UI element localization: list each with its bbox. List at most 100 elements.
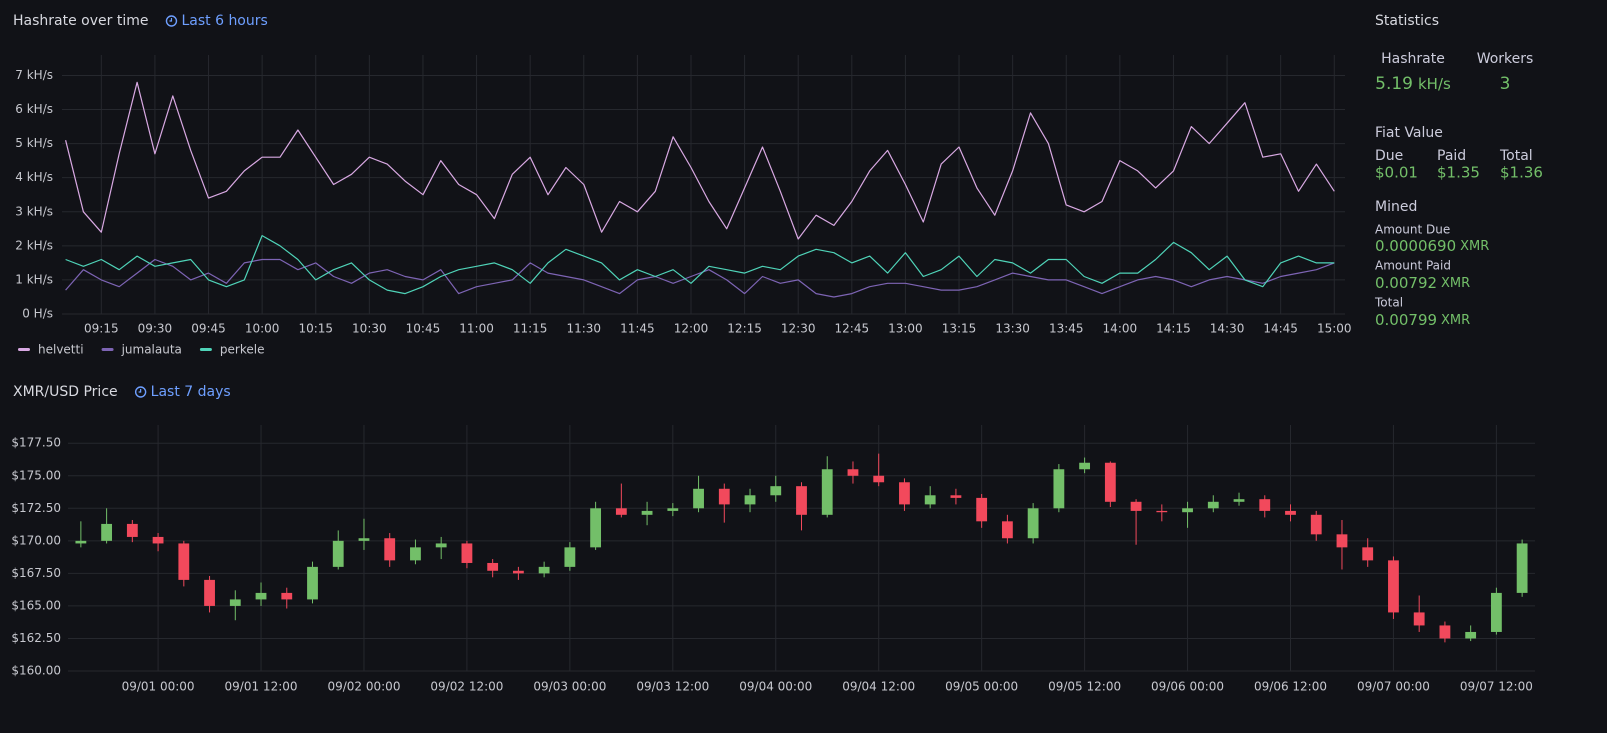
x-tick-label: 12:30: [781, 322, 816, 336]
y-tick-label: $165.00: [11, 598, 61, 612]
candle-body: [281, 592, 293, 600]
candle-body: [1413, 612, 1425, 626]
mined-value: 0.0000690: [1375, 237, 1456, 255]
mined-unit: XMR: [1460, 239, 1489, 254]
x-tick-label: 10:15: [298, 322, 333, 336]
hashrate-unit: kH/s: [1418, 75, 1451, 93]
legend-label[interactable]: perkele: [220, 343, 265, 357]
candle-body: [229, 599, 241, 606]
candle-body: [641, 510, 653, 515]
x-tick-label: 13:00: [888, 322, 923, 336]
x-tick-label: 10:45: [406, 322, 441, 336]
x-tick-label: 09/06 12:00: [1254, 680, 1327, 694]
candle-body: [152, 536, 164, 544]
candle-body: [899, 482, 910, 505]
panel-title: Hashrate over time: [13, 13, 148, 29]
legend-swatch: [199, 348, 212, 351]
candle-body: [435, 543, 447, 548]
candle-body: [1259, 499, 1271, 511]
candle-body: [1233, 499, 1245, 502]
mined-value: 0.00792: [1375, 274, 1437, 292]
series-line: [65, 81, 1335, 240]
legend-label[interactable]: helvetti: [38, 343, 84, 357]
candle-body: [410, 547, 421, 561]
y-tick-label: 6 kH/s: [15, 102, 53, 116]
candle-body: [1516, 543, 1528, 593]
workers-label: Workers: [1477, 51, 1534, 67]
y-tick-label: $175.00: [11, 468, 61, 482]
candle-body: [615, 508, 627, 515]
time-range[interactable]: Last 6 hours: [181, 13, 267, 29]
workers-value: 3: [1500, 74, 1511, 94]
y-tick-label: 7 kH/s: [15, 68, 53, 82]
x-tick-label: 15:00: [1317, 322, 1352, 336]
x-tick-label: 09/03 00:00: [533, 680, 606, 694]
candle-body: [847, 469, 859, 476]
time-range[interactable]: Last 7 days: [151, 384, 231, 400]
y-tick-label: 2 kH/s: [15, 238, 53, 252]
candle-body: [1336, 534, 1348, 548]
mined-label: Amount Paid: [1375, 259, 1451, 273]
candle-body: [1053, 469, 1065, 509]
x-tick-label: 12:45: [835, 322, 870, 336]
clock-hand: [138, 389, 142, 393]
candle-body: [1388, 560, 1399, 613]
x-tick-label: 11:00: [459, 322, 494, 336]
fiat-value: $1.36: [1500, 164, 1543, 182]
candle-body: [1490, 592, 1502, 632]
x-tick-label: 09/02 12:00: [430, 680, 503, 694]
candle-body: [1207, 501, 1219, 509]
x-tick-label: 14:45: [1263, 322, 1298, 336]
mined-label: Amount Due: [1375, 223, 1450, 237]
candle-body: [75, 540, 87, 544]
y-tick-label: $162.50: [11, 631, 61, 645]
x-tick-label: 11:30: [566, 322, 601, 336]
clock-icon: [165, 15, 178, 27]
x-tick-label: 09/05 12:00: [1048, 680, 1121, 694]
candle-body: [384, 538, 396, 561]
fiat-label: Paid: [1437, 148, 1466, 164]
candle-body: [1104, 462, 1116, 502]
x-tick-label: 13:15: [942, 322, 977, 336]
fiat-value: $0.01: [1375, 164, 1418, 182]
candle-body: [178, 543, 190, 580]
x-tick-label: 09/06 00:00: [1151, 680, 1224, 694]
fiat-label: Total: [1499, 148, 1533, 164]
x-tick-label: 10:00: [245, 322, 280, 336]
candle-body: [564, 547, 576, 567]
x-tick-label: 14:15: [1156, 322, 1191, 336]
x-tick-label: 09/01 12:00: [225, 680, 298, 694]
candle-body: [332, 540, 344, 567]
x-tick-label: 09/01 00:00: [122, 680, 195, 694]
y-tick-label: $170.00: [11, 533, 61, 547]
x-tick-label: 10:30: [352, 322, 387, 336]
mined-unit: XMR: [1441, 276, 1470, 291]
candle-body: [358, 538, 370, 541]
x-tick-label: 09/04 00:00: [739, 680, 812, 694]
stats-title: Statistics: [1375, 13, 1439, 29]
clock-hand: [169, 18, 173, 22]
y-tick-label: 0 H/s: [22, 307, 53, 321]
candle-body: [667, 508, 679, 511]
legend-label[interactable]: jumalauta: [121, 343, 182, 357]
candle-body: [255, 592, 267, 600]
x-tick-label: 09:30: [138, 322, 173, 336]
y-tick-label: 3 kH/s: [15, 204, 53, 218]
candle-body: [976, 497, 988, 522]
x-tick-label: 09:45: [191, 322, 226, 336]
candle-body: [693, 488, 704, 509]
series-line: [65, 235, 1335, 295]
series-line: [65, 258, 1335, 298]
x-tick-label: 09/03 12:00: [636, 680, 709, 694]
x-tick-label: 14:30: [1210, 322, 1245, 336]
x-tick-label: 13:45: [1049, 322, 1084, 336]
candle-body: [1182, 508, 1193, 513]
x-tick-label: 09/07 00:00: [1357, 680, 1430, 694]
y-tick-label: 4 kH/s: [15, 170, 53, 184]
y-tick-label: $172.50: [11, 501, 61, 515]
candle-body: [461, 543, 473, 563]
candle-body: [796, 486, 807, 515]
mined-unit: XMR: [1441, 313, 1470, 328]
panel-title: XMR/USD Price: [13, 384, 118, 400]
